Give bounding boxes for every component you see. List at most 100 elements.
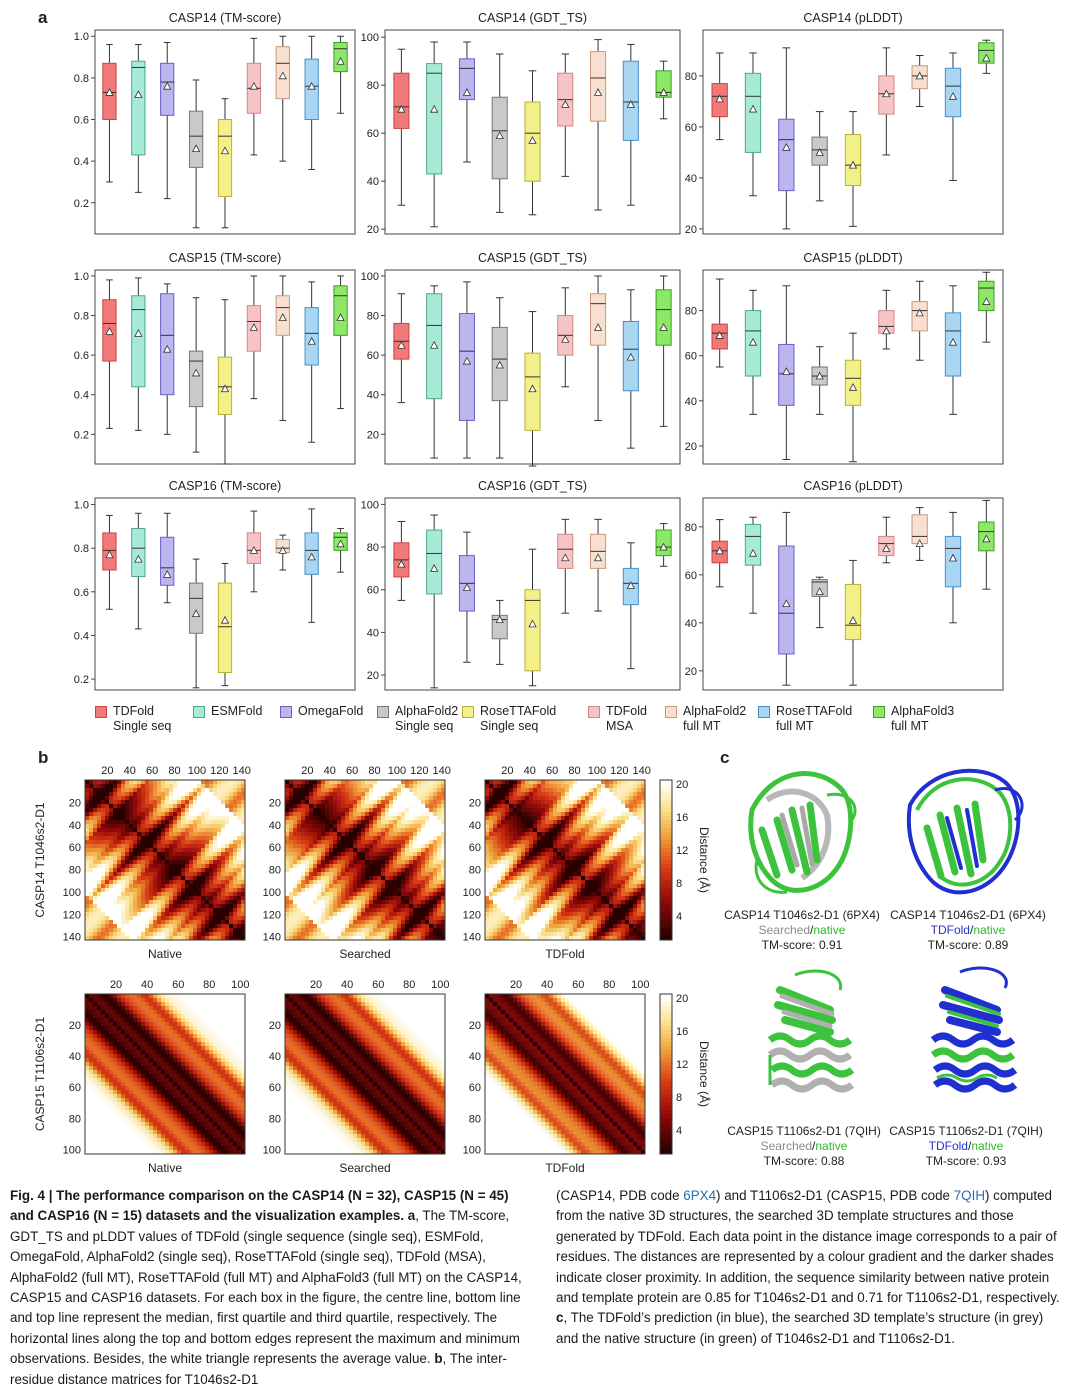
- heatmap-cell: [341, 836, 346, 841]
- heatmap-cell: [241, 868, 246, 873]
- heatmap-cell: [373, 860, 378, 865]
- heatmap-cell: [169, 904, 174, 909]
- heatmap-cell: [205, 852, 210, 857]
- heatmap-cell: [365, 860, 370, 865]
- heatmap-cell: [225, 836, 230, 841]
- heatmap-cell: [437, 924, 442, 929]
- heatmap-cell: [141, 800, 146, 805]
- heatmap-cell: [545, 868, 550, 873]
- heatmap-cell: [397, 828, 402, 833]
- heatmap-cell: [641, 800, 646, 805]
- heatmap-cell: [617, 848, 622, 853]
- heatmap-cell: [165, 800, 170, 805]
- heatmap-cell: [301, 828, 306, 833]
- heatmap-cell: [317, 904, 322, 909]
- heatmap-cell: [89, 852, 94, 857]
- heatmap-cell: [129, 868, 134, 873]
- heatmap-cell: [437, 804, 442, 809]
- heatmap-cell: [177, 824, 182, 829]
- heatmap-cell: [301, 880, 306, 885]
- heatmap-cell: [349, 796, 354, 801]
- heatmap-cell: [137, 780, 142, 785]
- heatmap-cell: [133, 800, 138, 805]
- heatmap-cell: [369, 804, 374, 809]
- heatmap-cell: [105, 800, 110, 805]
- heatmap-cell: [221, 820, 226, 825]
- heatmap-cell: [517, 788, 522, 793]
- heatmap-cell: [421, 888, 426, 893]
- heatmap-xtick: 100: [188, 765, 206, 777]
- heatmap-cell: [581, 848, 586, 853]
- heatmap-cell: [137, 808, 142, 813]
- heatmap-cell: [345, 852, 350, 857]
- legend-swatch: [95, 706, 107, 718]
- box-8: [978, 499, 995, 590]
- heatmap-cell: [201, 788, 206, 793]
- heatmap-cell: [185, 880, 190, 885]
- heatmap-cell: [341, 908, 346, 913]
- mean-triangle: [848, 616, 858, 624]
- heatmap-cell: [285, 816, 290, 821]
- heatmap-cell: [101, 800, 106, 805]
- heatmap-cell: [297, 856, 302, 861]
- heatmap-cell: [369, 860, 374, 865]
- heatmap-cell: [181, 928, 186, 933]
- heatmap-cell: [353, 840, 358, 845]
- heatmap-cell: [429, 884, 434, 889]
- heatmap-cell: [177, 816, 182, 821]
- heatmap-cell: [361, 832, 366, 837]
- heatmap-cell: [161, 916, 166, 921]
- heatmap-cell: [181, 892, 186, 897]
- heatmap-cell: [205, 824, 210, 829]
- heatmap-cell: [229, 864, 234, 869]
- heatmap-cell: [401, 880, 406, 885]
- heatmap-cell: [545, 844, 550, 849]
- heatmap-cell: [569, 780, 574, 785]
- heatmap-cell: [237, 800, 242, 805]
- heatmap-cell: [85, 804, 90, 809]
- heatmap-cell: [541, 872, 546, 877]
- heatmap-cell: [497, 816, 502, 821]
- heatmap-cell: [497, 848, 502, 853]
- heatmap-cell: [353, 836, 358, 841]
- heatmap-cell: [221, 860, 226, 865]
- heatmap-cell: [301, 848, 306, 853]
- heatmap-cell: [89, 784, 94, 789]
- heatmap-cell: [385, 780, 390, 785]
- mean-triangle: [982, 534, 991, 543]
- heatmap-cell: [361, 824, 366, 829]
- heatmap-cell: [209, 848, 214, 853]
- heatmap-cell: [121, 796, 126, 801]
- heatmap-cell: [157, 860, 162, 865]
- heatmap-cell: [397, 896, 402, 901]
- heatmap-cell: [385, 884, 390, 889]
- heatmap-cell: [617, 808, 622, 813]
- heatmap-cell: [393, 892, 398, 897]
- heatmap-cell: [485, 860, 490, 865]
- heatmap-cell: [149, 844, 154, 849]
- heatmap-cell: [409, 816, 414, 821]
- heatmap-cell: [113, 912, 118, 917]
- heatmap-cell: [353, 804, 358, 809]
- heatmap-cell: [437, 812, 442, 817]
- heatmap-cell: [201, 840, 206, 845]
- heatmap-cell: [121, 916, 126, 921]
- heatmap-cell: [373, 864, 378, 869]
- heatmap-cell: [437, 916, 442, 921]
- heatmap-cell: [85, 780, 90, 785]
- heatmap-cell: [229, 804, 234, 809]
- heatmap-cell: [169, 824, 174, 829]
- heatmap-cell: [233, 844, 238, 849]
- heatmap-cell: [133, 784, 138, 789]
- heatmap-cell: [305, 792, 310, 797]
- heatmap-cell: [437, 868, 442, 873]
- heatmap-cell: [221, 816, 226, 821]
- heatmap-cell: [557, 800, 562, 805]
- heatmap-cell: [377, 872, 382, 877]
- heatmap-cell: [321, 880, 326, 885]
- heatmap-cell: [185, 900, 190, 905]
- heatmap-cell: [393, 888, 398, 893]
- heatmap-cell: [557, 852, 562, 857]
- heatmap-cell: [169, 896, 174, 901]
- heatmap-cell: [549, 848, 554, 853]
